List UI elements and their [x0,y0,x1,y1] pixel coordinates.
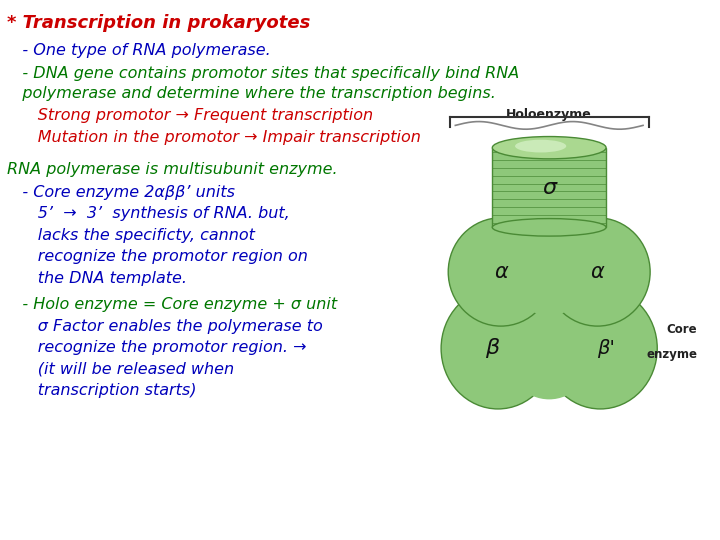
Text: Mutation in the promotor → Impair transcription: Mutation in the promotor → Impair transc… [7,130,421,145]
Text: σ Factor enables the polymerase to: σ Factor enables the polymerase to [7,319,323,334]
Text: - One type of RNA polymerase.: - One type of RNA polymerase. [7,43,271,58]
Ellipse shape [507,310,592,400]
Text: RNA polymerase is multisubunit enzyme.: RNA polymerase is multisubunit enzyme. [7,162,338,177]
Text: 5’  →  3’  synthesis of RNA. but,: 5’ → 3’ synthesis of RNA. but, [7,206,290,221]
Text: σ: σ [542,178,557,198]
Ellipse shape [544,288,657,409]
Ellipse shape [513,227,585,316]
Text: β: β [485,339,500,359]
Text: the DNA template.: the DNA template. [7,271,187,286]
Ellipse shape [441,288,555,409]
Text: Strong promotor → Frequent transcription: Strong promotor → Frequent transcription [7,108,374,123]
Text: lacks the specificty, cannot: lacks the specificty, cannot [7,228,255,243]
Bar [492,148,606,227]
Text: recognize the promotor region. →: recognize the promotor region. → [7,340,307,355]
Ellipse shape [492,219,606,236]
Text: - DNA gene contains promotor sites that specifically bind RNA: - DNA gene contains promotor sites that … [7,66,519,81]
Text: - Holo enzyme = Core enzyme + σ unit: - Holo enzyme = Core enzyme + σ unit [7,297,338,312]
Text: α: α [494,262,508,282]
Ellipse shape [449,218,554,326]
Text: transcription starts): transcription starts) [7,383,197,399]
Ellipse shape [515,140,566,152]
Text: α: α [590,262,604,282]
Ellipse shape [545,218,650,326]
Text: polymerase and determine where the transcription begins.: polymerase and determine where the trans… [7,86,496,102]
Text: * Transcription in prokaryotes: * Transcription in prokaryotes [7,14,310,31]
Text: Core: Core [667,323,697,336]
Ellipse shape [492,137,606,159]
Text: β': β' [597,339,615,358]
Text: recognize the promotor region on: recognize the promotor region on [7,249,308,265]
Text: (it will be released when: (it will be released when [7,362,234,377]
Text: - Core enzyme 2αββ’ units: - Core enzyme 2αββ’ units [7,185,235,200]
Text: enzyme: enzyme [646,348,697,361]
Text: Holoenzyme: Holoenzyme [506,108,592,121]
